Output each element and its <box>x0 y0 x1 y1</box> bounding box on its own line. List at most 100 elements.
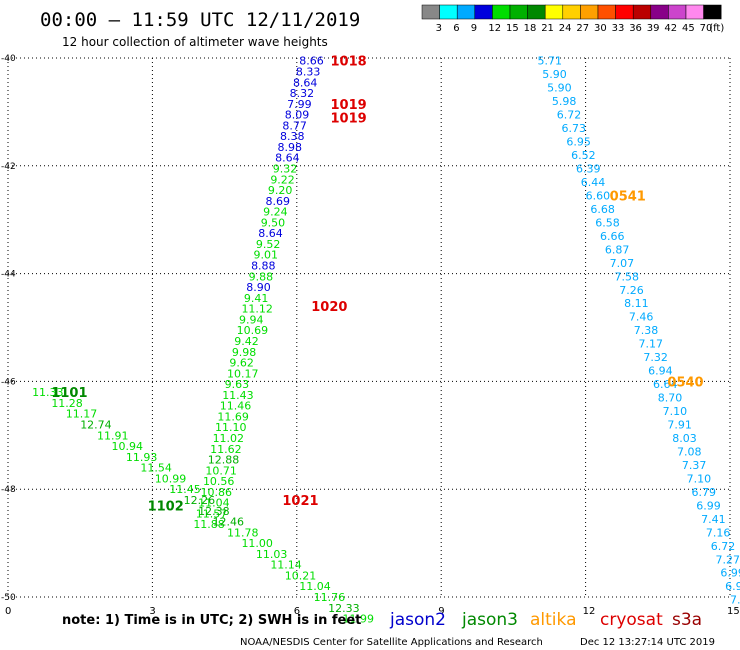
color-scale-label: 27 <box>576 23 589 34</box>
wave-height-value: 6.58 <box>595 216 620 229</box>
pass-time-label: 1101 <box>51 386 87 401</box>
wave-height-value: 9.94 <box>239 313 263 326</box>
wave-height-value: 11.78 <box>227 526 258 539</box>
wave-height-value: 11.54 <box>140 462 172 475</box>
wave-height-value: 9.62 <box>229 357 254 370</box>
wave-height-value: 9.50 <box>261 216 286 229</box>
wave-height-value: 8.88 <box>251 260 276 273</box>
wave-height-value: 11.76 <box>314 591 346 604</box>
wave-height-value: 9.24 <box>263 206 288 219</box>
wave-height-value: 12.88 <box>208 454 240 467</box>
color-scale-bar: 3 6 9 12 15 18 21 24 27 30 33 36 39 42 45 70(ft) <box>421 4 724 34</box>
wave-height-value: 7.07 <box>610 257 635 270</box>
wave-height-value: 5.90 <box>542 68 567 81</box>
wave-height-value: 6.73 <box>562 122 587 135</box>
wave-height-value: 10.99 <box>155 472 187 485</box>
x-tick-label: 12 <box>583 606 596 617</box>
wave-height-value: 9.98 <box>232 346 257 359</box>
pass-time-label: 1102 <box>148 499 184 514</box>
wave-height-value: 7.16 <box>706 526 731 539</box>
color-scale-label: 24 <box>559 23 572 34</box>
color-swatch <box>615 4 634 20</box>
wave-height-value: 6.64 <box>653 378 678 391</box>
pass-time-label: 1020 <box>311 300 347 315</box>
wave-height-value: 11.43 <box>222 389 254 402</box>
color-swatch <box>439 4 458 20</box>
color-swatch <box>685 4 704 20</box>
legend-entry-jason2: jason2 <box>389 610 446 630</box>
wave-height-value: 6.94 <box>648 365 673 378</box>
wave-height-value: 11.03 <box>256 548 287 561</box>
wave-height-value: 11.57 <box>196 507 228 520</box>
wave-height-value: 9.20 <box>268 184 293 197</box>
wave-height-value: 9.63 <box>225 378 250 391</box>
wave-height-value: 11.93 <box>126 451 158 464</box>
footer-credit: NOAA/NESDIS Center for Satellite Applica… <box>240 637 543 648</box>
wave-height-value: 10.17 <box>227 367 258 380</box>
color-swatch <box>668 4 687 20</box>
wave-height-value: 6.99 <box>720 567 740 580</box>
pass-time-label: 1019 <box>330 98 366 113</box>
wave-height-value: 7.99 <box>287 98 312 111</box>
wave-height-value: 9.41 <box>244 292 269 305</box>
legend-entry-altika: altika <box>530 610 577 630</box>
wave-height-value: 12.33 <box>328 602 360 615</box>
color-scale-label: 21 <box>541 23 554 34</box>
color-scale-label: 33 <box>612 23 625 34</box>
wave-height-value: 8.64 <box>258 227 283 240</box>
wave-height-value: 11.17 <box>66 408 98 421</box>
wave-height-value: 11.45 <box>169 483 201 496</box>
wave-height-value: 9.32 <box>273 162 298 175</box>
wave-height-value: 7.10 <box>663 405 688 418</box>
wave-height-value: 8.77 <box>282 119 307 132</box>
wave-height-value: 6.39 <box>576 162 601 175</box>
x-tick-label: 3 <box>149 606 155 617</box>
color-scale-unit: (ft) <box>709 23 724 34</box>
wave-height-value: 8.69 <box>266 195 291 208</box>
wave-height-value: 10.56 <box>203 475 235 488</box>
x-tick-label: 0 <box>5 606 11 617</box>
wave-height-value: 7.27 <box>716 553 740 566</box>
wave-height-value: 6.79 <box>691 486 716 499</box>
wave-height-value: 7.08 <box>677 445 702 458</box>
color-swatch <box>509 4 528 20</box>
y-tick-label: -50 <box>1 593 16 603</box>
wave-height-value: 7.26 <box>619 284 644 297</box>
wave-height-value: 12.26 <box>184 494 216 507</box>
color-swatch <box>456 4 476 20</box>
wave-height-value: 11.12 <box>241 303 272 316</box>
wave-height-value: 11.04 <box>198 497 230 510</box>
color-scale-label: 3 <box>436 23 442 34</box>
color-swatch <box>597 4 616 20</box>
wave-height-value: 11.46 <box>220 400 252 413</box>
wave-height-value: 10.21 <box>285 569 317 582</box>
wave-height-value: 6.72 <box>557 109 582 122</box>
color-swatch <box>703 4 722 20</box>
wave-height-value: 6.87 <box>605 243 630 256</box>
color-scale-label: 45 <box>682 23 695 34</box>
color-swatch <box>421 4 440 20</box>
wave-height-value: 6.44 <box>581 176 606 189</box>
color-swatch <box>650 4 669 20</box>
wave-height-value: 8.03 <box>672 432 697 445</box>
color-swatch <box>474 4 493 20</box>
legend-entry-s3a: s3a <box>672 610 702 630</box>
wave-height-value: 8.98 <box>278 141 303 154</box>
wave-height-value: 7.32 <box>643 351 668 364</box>
y-tick-label: -48 <box>1 485 16 495</box>
color-scale-label: 36 <box>629 23 642 34</box>
wave-height-value: 6.60 <box>586 189 611 202</box>
pass-time-label: 1021 <box>282 494 318 509</box>
x-tick-label: 9 <box>438 606 444 617</box>
wave-height-value: 9.52 <box>256 238 280 251</box>
wave-height-value: 11.04 <box>299 580 331 593</box>
wave-height-value: 9.42 <box>234 335 259 348</box>
wave-height-value: 6.95 <box>566 136 591 149</box>
wave-height-value: 8.33 <box>296 65 321 78</box>
wave-height-value: 11.69 <box>217 410 249 423</box>
footnote: note: 1) Time is in UTC; 2) SWH is in fe… <box>62 613 361 628</box>
wave-height-value: 6.93 <box>725 580 740 593</box>
wave-height-value: 12.74 <box>80 419 112 432</box>
wave-height-value: 7.41 <box>701 513 726 526</box>
wave-height-value: 11.99 <box>343 613 375 626</box>
